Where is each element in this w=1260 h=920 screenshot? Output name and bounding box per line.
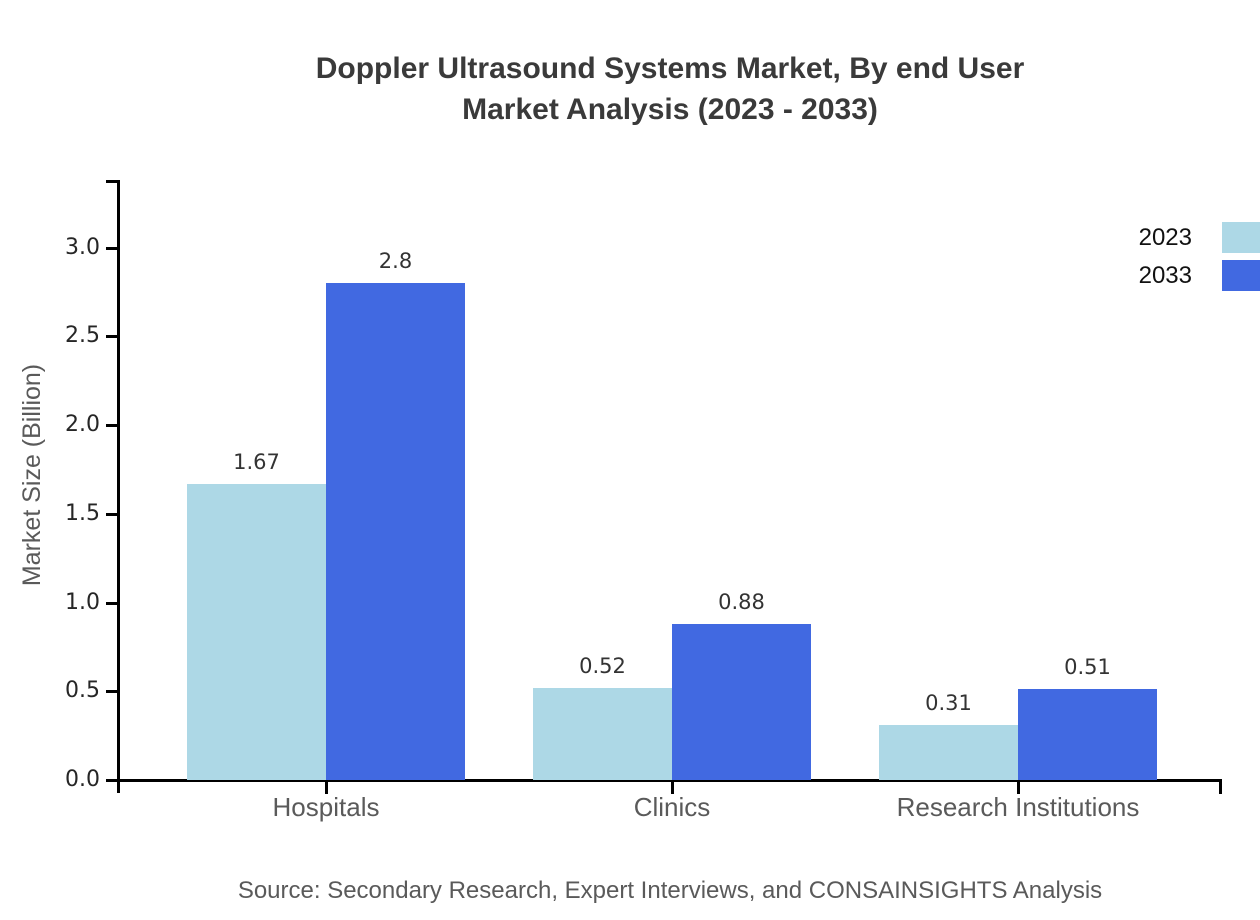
legend-label-2033: 2033 [1138, 262, 1192, 289]
x-tick [1017, 779, 1020, 794]
legend-swatch-2033 [1222, 260, 1260, 291]
x-axis-end-cap [1219, 779, 1222, 794]
y-tick-label: 0.5 [65, 678, 100, 704]
bar-2023-clinics [533, 687, 672, 780]
y-axis-line [117, 180, 120, 793]
value-label-2033-research-institutions: 0.51 [1064, 655, 1111, 680]
chart-title: Doppler Ultrasound Systems Market, By en… [118, 48, 1222, 130]
y-tick-label: 2.5 [65, 323, 100, 349]
y-tick-label: 1.0 [65, 589, 100, 615]
value-label-2033-hospitals: 2.8 [378, 249, 413, 273]
y-tick [106, 512, 119, 516]
y-tick [106, 779, 119, 782]
y-tick [106, 601, 119, 605]
category-label-research-institutions: Research Institutions [896, 792, 1140, 822]
bar-2023-hospitals [187, 483, 326, 780]
y-tick [106, 246, 119, 250]
value-label-2023-research-institutions: 0.31 [925, 690, 972, 715]
y-tick-label: 0.0 [65, 767, 100, 792]
y-tick [106, 690, 119, 694]
legend-swatch-2023 [1222, 222, 1260, 253]
legend-label-2023: 2023 [1138, 224, 1192, 251]
y-axis-top-cap [106, 180, 120, 183]
value-label-2023-hospitals: 1.67 [233, 449, 280, 474]
bar-2033-research-institutions [1018, 689, 1157, 780]
y-tick [106, 424, 119, 427]
y-axis-title: Market Size (Billion) [18, 363, 46, 587]
category-label-hospitals: Hospitals [272, 792, 380, 822]
x-tick [325, 779, 328, 794]
y-tick-label: 1.5 [65, 500, 100, 526]
value-label-2033-clinics: 0.88 [718, 589, 765, 614]
bar-2023-research-institutions [879, 724, 1018, 780]
value-label-2023-clinics: 0.52 [579, 653, 626, 678]
source-note: Source: Secondary Research, Expert Inter… [237, 877, 1103, 904]
y-tick-label: 3.0 [65, 234, 100, 260]
category-label-clinics: Clinics [633, 792, 711, 822]
y-tick [106, 335, 119, 339]
chart-title-line-1: Doppler Ultrasound Systems Market, By en… [315, 52, 1025, 85]
bar-2033-clinics [672, 623, 811, 780]
bar-2033-hospitals [326, 283, 465, 780]
chart-title-line-2: Market Analysis (2023 - 2033) [462, 93, 878, 126]
x-tick [671, 779, 674, 794]
y-tick-label: 2.0 [65, 412, 100, 437]
x-axis-line [106, 779, 1222, 782]
